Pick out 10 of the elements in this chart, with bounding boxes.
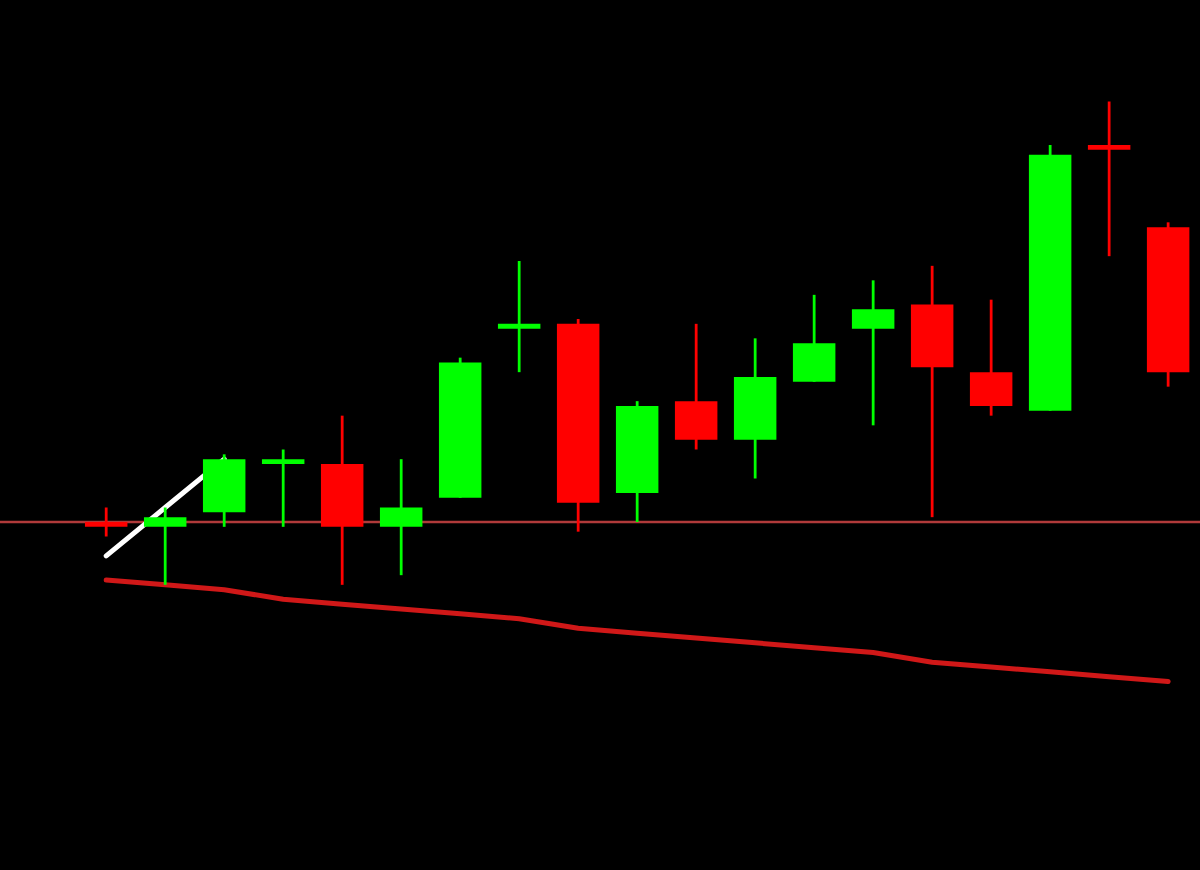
candlestick: [674, 322, 718, 451]
candlestick: [84, 506, 128, 538]
candlestick: [261, 448, 305, 529]
candlestick: [497, 259, 541, 374]
candlestick: [792, 293, 836, 384]
candlestick: [969, 298, 1013, 418]
candlestick: [379, 457, 423, 577]
candlestick: [851, 278, 895, 427]
candlestick: [1087, 100, 1131, 258]
candlestick: [143, 506, 187, 587]
